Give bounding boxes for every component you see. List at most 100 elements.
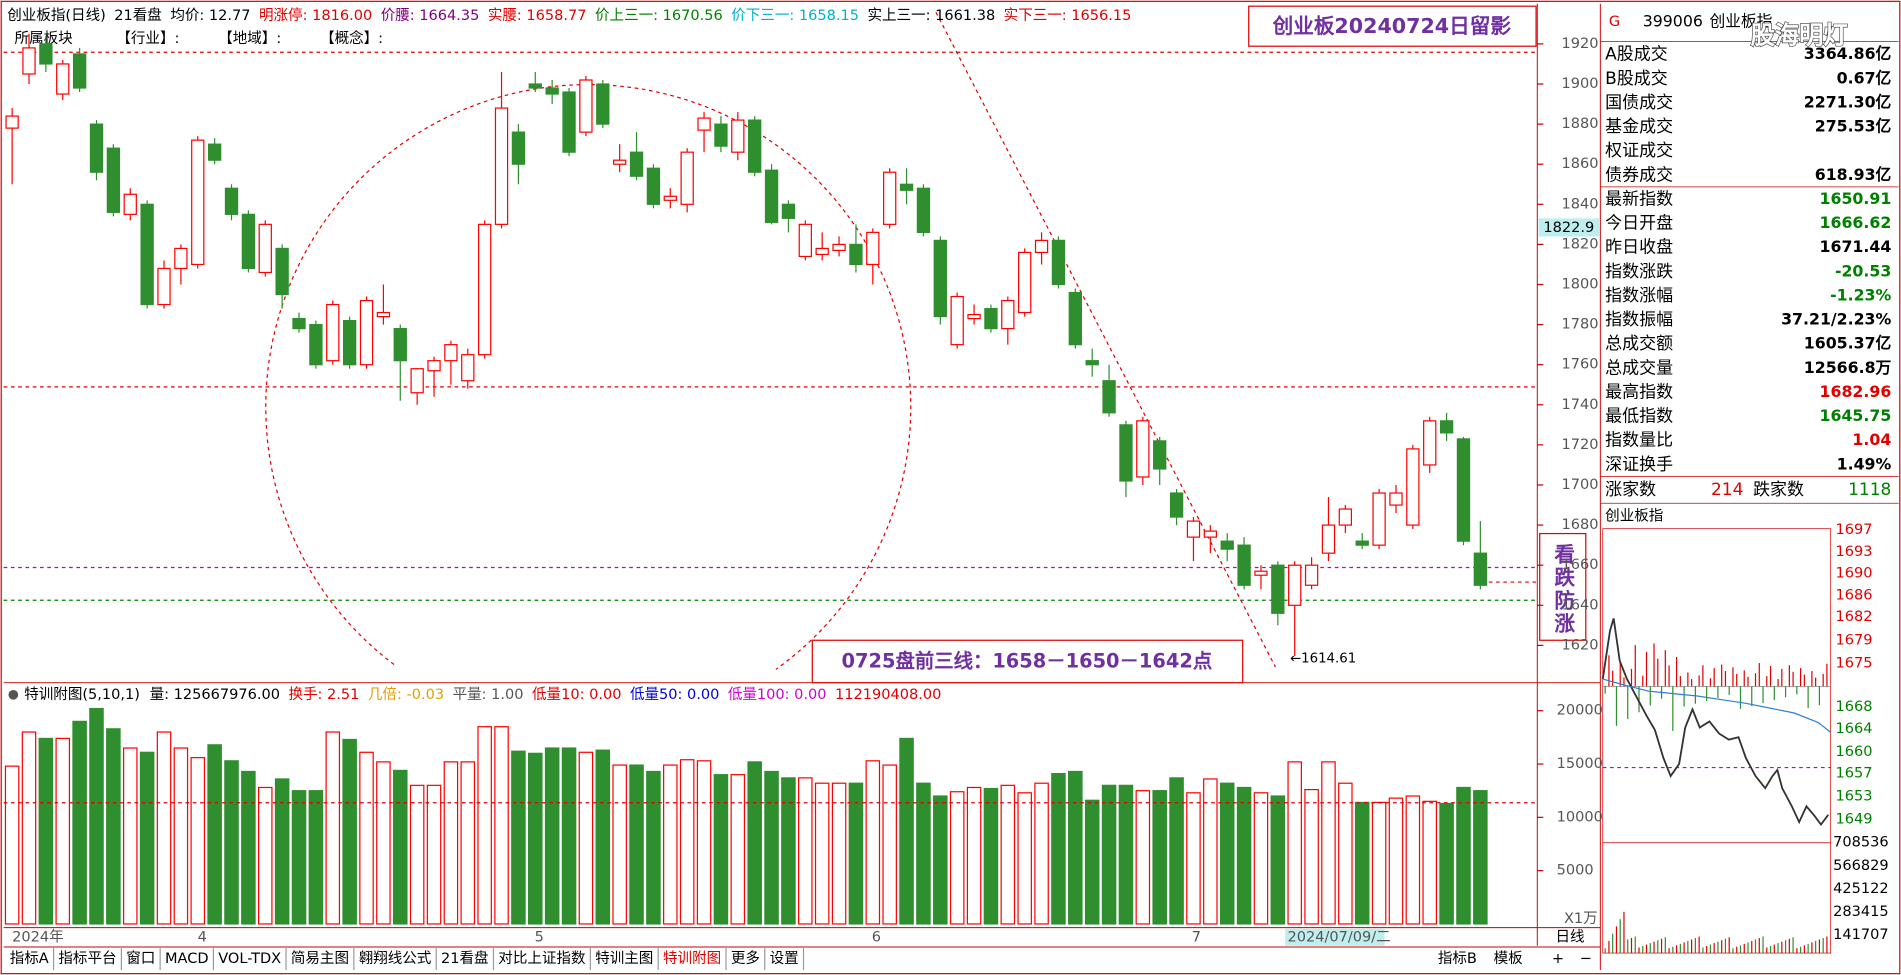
candle-body (275, 247, 289, 296)
volume-bar (629, 764, 644, 925)
mini-label: 1664 (1836, 721, 1873, 737)
mini-label: 566829 (1833, 858, 1888, 874)
tab[interactable]: 指标B (1438, 950, 1477, 967)
candle-body (545, 87, 559, 95)
low-label: ←1614.61 (1290, 651, 1356, 666)
y-tick-label: 1860 (1562, 156, 1599, 172)
volume-bar (1034, 782, 1049, 925)
tab[interactable]: 指标A (10, 950, 49, 967)
tab[interactable]: 窗口 (126, 949, 155, 967)
candle-body (798, 223, 812, 258)
volume-bar (1388, 797, 1404, 925)
candle-body (207, 143, 222, 161)
y-tick-label: 1820 (1562, 236, 1599, 252)
tab[interactable]: 特训附图 (663, 950, 721, 967)
row-label: 指数涨跌 (1605, 262, 1673, 282)
y-tick-label: 15000 (1557, 756, 1603, 772)
volume-bar (393, 769, 408, 925)
tab[interactable]: 对比上证指数 (498, 950, 586, 967)
candle-body (174, 247, 188, 270)
volume-bar (308, 790, 324, 925)
volume-bar (1253, 792, 1269, 925)
candle-body (1119, 424, 1133, 482)
row-value: 37.21/2.23% (1781, 310, 1891, 329)
tab[interactable]: + (1552, 951, 1564, 967)
subheader-item: 【行业】: (116, 30, 179, 47)
row-label: 债券成交 (1605, 165, 1673, 185)
row-value: 1.04 (1852, 430, 1891, 449)
y-tick-label: 1900 (1562, 76, 1599, 92)
row-label: 总成交量 (1605, 358, 1673, 378)
volume-bar (224, 760, 239, 925)
up-count: 214 (1711, 480, 1743, 500)
candle-body (1439, 420, 1454, 434)
volume-legend: 换手: 2.51 (288, 686, 359, 703)
header-item: 明涨停: 1816.00 (259, 7, 372, 24)
row-label: 昨日收盘 (1605, 238, 1673, 258)
mini-label: 1657 (1836, 766, 1873, 782)
price-marker-box (1538, 218, 1600, 237)
volume-bar (612, 764, 627, 925)
candle-body (967, 313, 981, 320)
row-value: -1.23% (1830, 285, 1891, 304)
header-item: 价下三一: 1658.15 (731, 8, 859, 24)
mini-label: 1668 (1836, 699, 1873, 715)
candle-body (56, 63, 70, 95)
volume-bar (1270, 795, 1286, 925)
mini-label: 1697 (1836, 522, 1873, 538)
volume-bar (848, 782, 864, 925)
header-item: 实上三一: 1661.38 (867, 7, 995, 24)
mini-avg-line (1602, 678, 1832, 733)
tab[interactable]: 模板 (1494, 949, 1524, 967)
row-value: 3364.86亿 (1804, 44, 1892, 63)
price-marker: 1822.9 (1543, 220, 1594, 236)
candle-body (511, 131, 526, 165)
tab[interactable]: MACD (165, 951, 209, 967)
candle-body (1068, 291, 1082, 346)
volume-bar (1321, 761, 1336, 925)
candle-body (326, 303, 340, 362)
candle-body (1304, 564, 1319, 586)
tab[interactable]: 日线 (1555, 928, 1584, 945)
volume-bar (1169, 777, 1184, 925)
candle-body (1203, 530, 1218, 538)
date-label: 7 (1192, 929, 1201, 945)
volume-bar (4, 765, 20, 925)
date-label: 5 (535, 929, 544, 945)
row-value: 1671.44 (1820, 237, 1892, 256)
y-tick-label: 1740 (1562, 397, 1599, 413)
volume-bar (916, 782, 931, 925)
mini-label: 141707 (1833, 927, 1888, 943)
row-label: 最高指数 (1605, 382, 1673, 402)
candle-body (39, 43, 53, 65)
volume-bar (376, 761, 391, 925)
tab[interactable]: 简易主图 (291, 950, 349, 967)
candle-body (1338, 508, 1353, 526)
volume-bar (72, 720, 87, 925)
y-tick-label: 1620 (1562, 637, 1599, 653)
row-value: 1650.91 (1820, 189, 1892, 208)
row-value: 2271.30亿 (1804, 92, 1892, 111)
tab[interactable]: 更多 (731, 950, 760, 967)
row-label: A股成交 (1605, 45, 1668, 65)
tab[interactable]: 21看盘 (441, 949, 489, 967)
volume-bar (443, 761, 459, 925)
row-label: 深证换手 (1605, 455, 1673, 475)
volume-bar (342, 738, 357, 925)
lines-box (811, 639, 1244, 684)
tab[interactable]: − (1580, 951, 1592, 967)
row-label: 指数量比 (1605, 431, 1673, 451)
candle-body (157, 267, 171, 306)
header-item: 实下三一: 1656.15 (1004, 7, 1132, 24)
tab[interactable]: 翱翔线公式 (359, 950, 432, 967)
candle-body (1085, 360, 1099, 366)
tab[interactable]: 指标平台 (58, 950, 116, 967)
row-value: 1645.75 (1820, 406, 1892, 425)
flag: G (1609, 14, 1620, 30)
volume-bar (713, 774, 729, 925)
volume-bar (1118, 784, 1134, 925)
volume-legend: 平量: 1.00 (453, 687, 524, 703)
tab[interactable]: 特训主图 (595, 950, 653, 967)
tab[interactable]: VOL-TDX (218, 951, 281, 967)
tab[interactable]: 设置 (770, 950, 799, 967)
